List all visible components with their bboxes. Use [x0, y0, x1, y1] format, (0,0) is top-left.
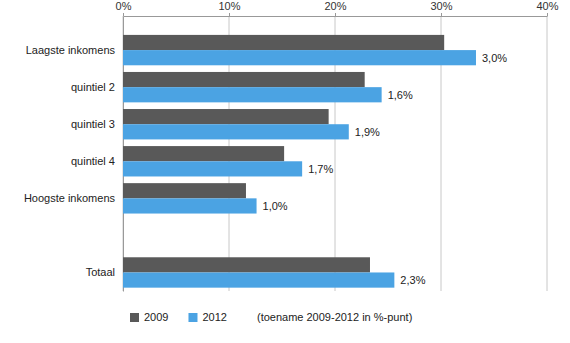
y-tick: Hoogste inkomens: [24, 192, 123, 204]
legend-swatch: [130, 313, 139, 322]
legend-item: 2012: [188, 311, 226, 323]
bar: [123, 257, 370, 272]
category-label: Totaal: [86, 266, 115, 278]
x-tick-label: 20%: [324, 0, 346, 12]
bar: [123, 146, 284, 161]
bar: [123, 198, 257, 213]
increase-labels: 3,0% 1,6% 1,9% 1,7% 1,0% 2,3%: [263, 52, 508, 286]
x-tick: 10%: [218, 0, 240, 16]
bar: [123, 124, 349, 139]
increase-label: 2,3%: [400, 274, 425, 286]
x-tick-mark: [123, 13, 124, 16]
increase-label: 3,0%: [482, 52, 507, 64]
y-tick: Totaal: [86, 266, 123, 278]
bar: [123, 87, 382, 102]
bars: [123, 35, 476, 288]
category-label: Hoogste inkomens: [24, 192, 116, 204]
grid-line: [547, 16, 548, 291]
y-tick: quintiel 3: [71, 118, 123, 130]
legend-swatch: [188, 313, 197, 322]
x-tick-label: 10%: [218, 0, 240, 12]
y-tick: quintiel 2: [71, 81, 123, 93]
bar: [123, 109, 329, 124]
y-tick: Laagste inkomens: [26, 44, 123, 56]
x-tick-mark: [547, 13, 548, 16]
bar: [123, 272, 394, 287]
x-tick-mark: [229, 13, 230, 16]
x-axis: 0% 10% 20% 30% 40%: [116, 0, 559, 17]
category-label: Laagste inkomens: [26, 44, 116, 56]
bar: [123, 50, 476, 65]
x-tick-label: 40%: [536, 0, 558, 12]
series-0: [123, 35, 444, 273]
grid: [123, 16, 547, 291]
x-tick-label: 0%: [116, 0, 132, 12]
bar: [123, 161, 302, 176]
x-tick-label: 30%: [430, 0, 452, 12]
category-label: quintiel 3: [71, 118, 115, 130]
x-tick-mark: [335, 13, 336, 16]
x-tick: 0%: [116, 0, 132, 16]
x-tick: 20%: [324, 0, 346, 16]
legend-note: (toename 2009-2012 in %-punt): [257, 311, 412, 323]
x-tick: 30%: [430, 0, 452, 16]
x-tick-mark: [441, 13, 442, 16]
series-1: [123, 50, 476, 288]
legend-item: 2009: [130, 311, 168, 323]
increase-label: 1,9%: [355, 126, 380, 138]
bar: [123, 35, 444, 50]
y-axis: Laagste inkomens quintiel 2 quintiel 3 quin…: [24, 17, 124, 292]
increase-label: 1,6%: [388, 89, 413, 101]
bar: [123, 72, 365, 87]
legend: 2009 2012 (toename 2009-2012 in %-punt): [130, 311, 412, 323]
bar: [123, 183, 246, 198]
increase-label: 1,7%: [308, 163, 333, 175]
x-tick: 40%: [536, 0, 558, 16]
increase-label: 1,0%: [263, 200, 288, 212]
category-label: quintiel 2: [71, 81, 115, 93]
x-axis-line: [124, 16, 548, 17]
category-label: quintiel 4: [71, 155, 115, 167]
y-tick: quintiel 4: [71, 155, 123, 167]
legend-label: 2009: [144, 311, 168, 323]
legend-label: 2012: [202, 311, 226, 323]
chart: 0% 10% 20% 30% 40% Laagste inkomens quintiel 2…: [0, 0, 570, 343]
